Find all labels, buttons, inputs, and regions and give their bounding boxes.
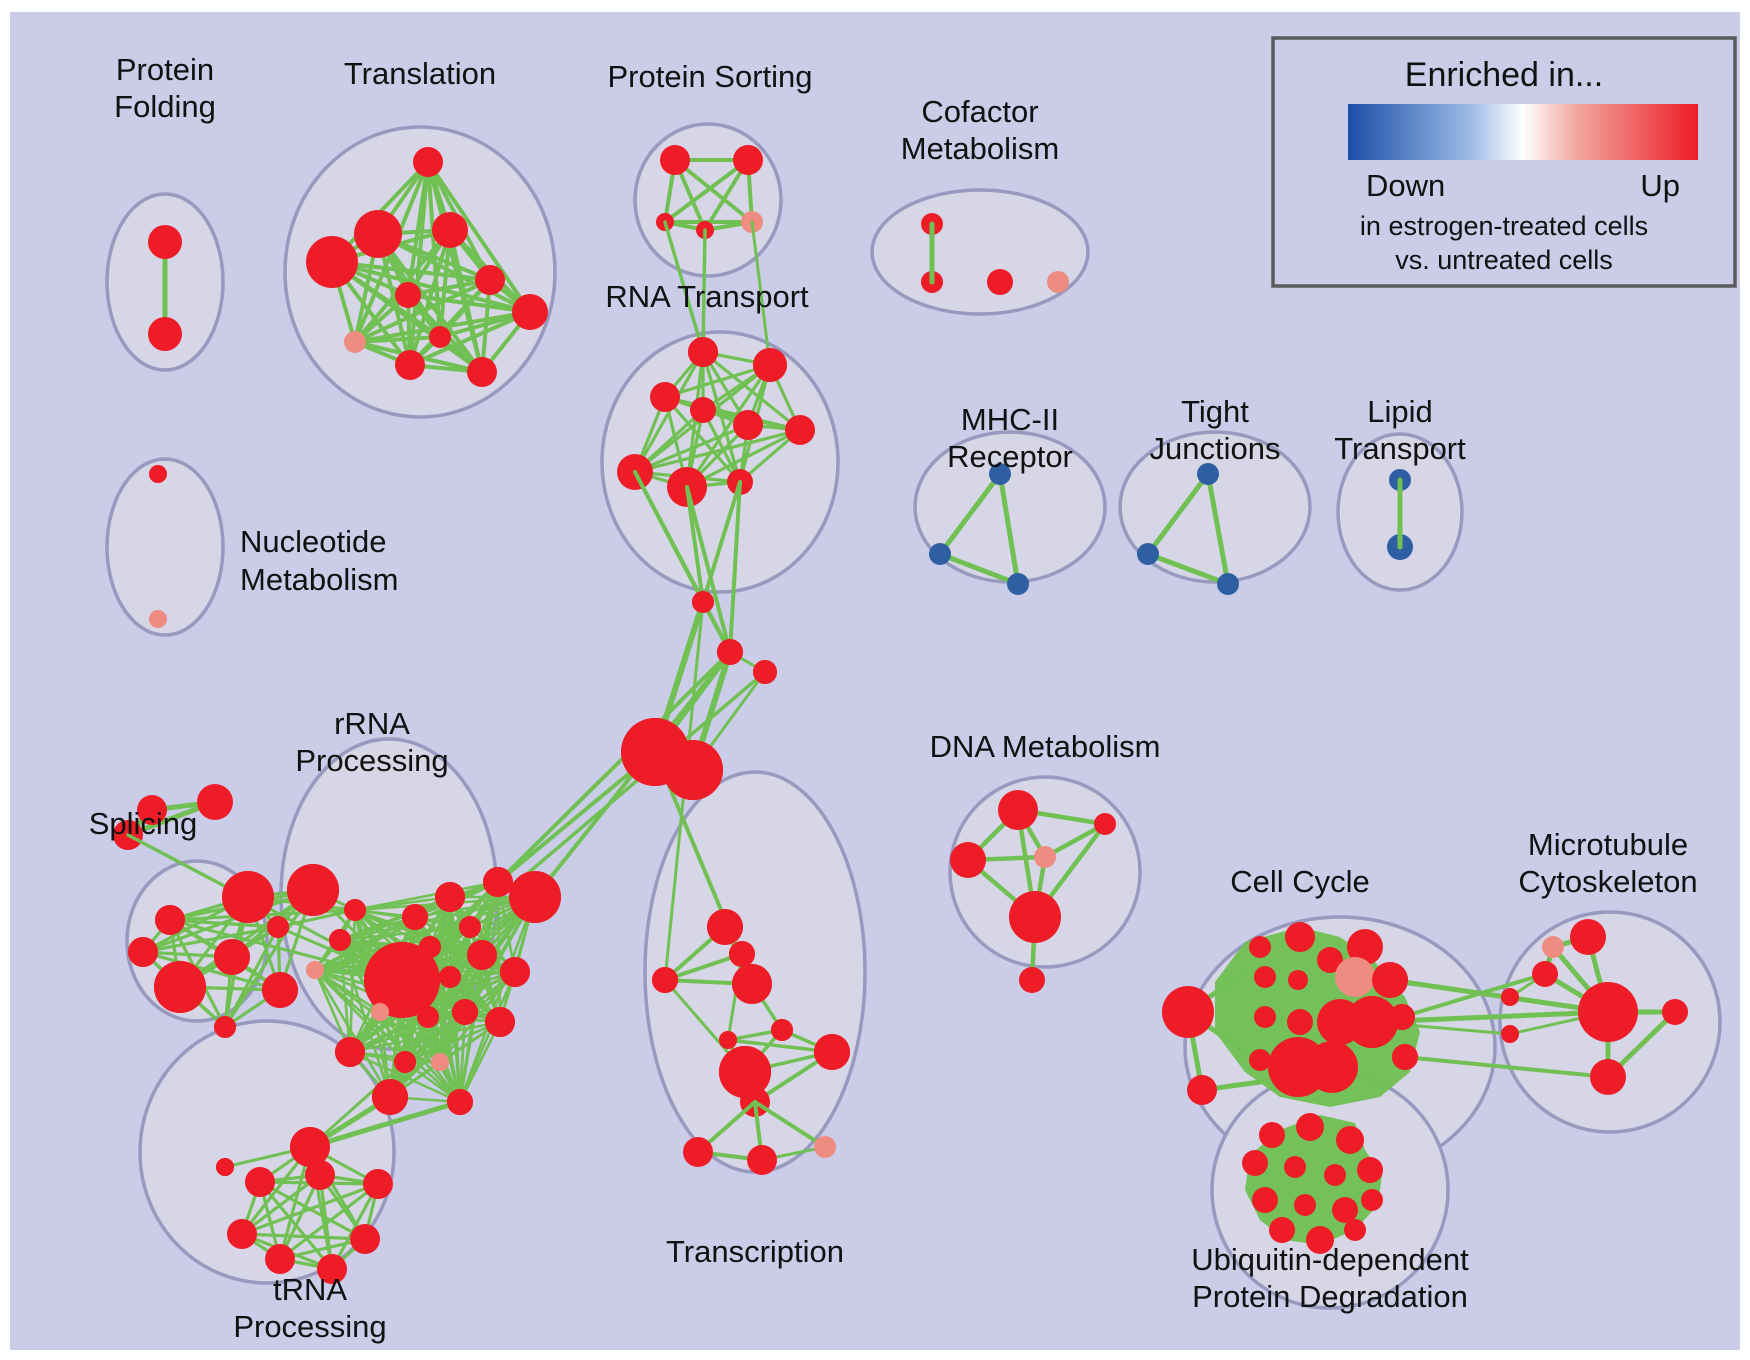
svg-text:Nucleotide: Nucleotide bbox=[240, 524, 386, 559]
svg-text:Cofactor: Cofactor bbox=[921, 94, 1038, 129]
svg-text:Ubiquitin-dependent: Ubiquitin-dependent bbox=[1191, 1242, 1469, 1277]
svg-text:Enriched in...: Enriched in... bbox=[1405, 56, 1603, 94]
svg-text:Processing: Processing bbox=[233, 1309, 386, 1344]
svg-text:Metabolism: Metabolism bbox=[901, 131, 1060, 166]
svg-text:Metabolism: Metabolism bbox=[240, 562, 399, 597]
svg-text:Up: Up bbox=[1640, 168, 1680, 203]
svg-text:Lipid: Lipid bbox=[1367, 394, 1433, 429]
svg-text:Protein: Protein bbox=[116, 52, 214, 87]
svg-text:Transport: Transport bbox=[1334, 431, 1466, 466]
svg-text:RNA Transport: RNA Transport bbox=[605, 279, 809, 314]
svg-text:Tight: Tight bbox=[1181, 394, 1249, 429]
svg-text:Receptor: Receptor bbox=[947, 439, 1073, 474]
svg-text:rRNA: rRNA bbox=[334, 706, 410, 741]
svg-text:in estrogen-treated cells: in estrogen-treated cells bbox=[1360, 211, 1648, 241]
svg-text:Microtubule: Microtubule bbox=[1528, 827, 1688, 862]
svg-text:Folding: Folding bbox=[114, 89, 216, 124]
svg-text:MHC-II: MHC-II bbox=[961, 402, 1059, 437]
svg-text:Down: Down bbox=[1366, 168, 1445, 203]
svg-text:Junctions: Junctions bbox=[1150, 431, 1281, 466]
svg-text:vs. untreated cells: vs. untreated cells bbox=[1395, 245, 1613, 275]
svg-text:Processing: Processing bbox=[295, 743, 448, 778]
svg-text:DNA Metabolism: DNA Metabolism bbox=[930, 729, 1161, 764]
svg-text:Cell Cycle: Cell Cycle bbox=[1230, 864, 1370, 899]
svg-text:Protein Degradation: Protein Degradation bbox=[1192, 1279, 1468, 1314]
svg-text:Cytoskeleton: Cytoskeleton bbox=[1518, 864, 1697, 899]
svg-text:tRNA: tRNA bbox=[273, 1272, 347, 1307]
svg-text:Transcription: Transcription bbox=[666, 1234, 844, 1269]
svg-text:Splicing: Splicing bbox=[89, 806, 198, 841]
svg-text:Protein Sorting: Protein Sorting bbox=[607, 59, 812, 94]
svg-text:Translation: Translation bbox=[344, 56, 496, 91]
